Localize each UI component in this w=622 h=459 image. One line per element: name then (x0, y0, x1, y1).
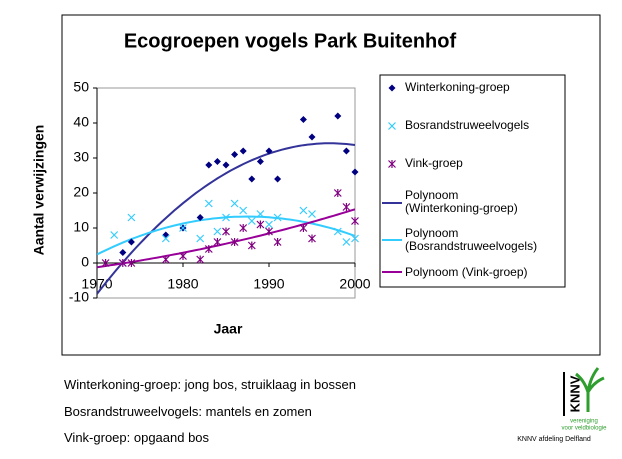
point (222, 213, 230, 222)
legend-label: Vink-groep (405, 156, 463, 170)
logo-caption: KNNV afdeling Delfland (517, 436, 591, 443)
logo-tagline: vereniging (570, 419, 598, 425)
x-tick-label: 1970 (81, 276, 112, 292)
point (196, 214, 204, 221)
y-tick-label: 50 (73, 79, 89, 95)
logo-tagline: voor veldbiologie (561, 426, 607, 432)
point (239, 147, 247, 155)
point (342, 238, 351, 246)
point (299, 116, 307, 123)
point (274, 175, 282, 183)
trendline (97, 208, 355, 269)
point (118, 259, 127, 267)
y-tick-label: 40 (73, 114, 89, 130)
point (256, 210, 265, 218)
y-tick-label: 0 (81, 254, 89, 270)
point (265, 227, 273, 236)
point (127, 213, 136, 222)
point (248, 175, 256, 183)
legend-label: Bosrandstruweelvogels (405, 118, 530, 132)
point (213, 238, 222, 246)
point (247, 241, 256, 250)
point (179, 252, 187, 260)
note: Winterkoning-groep: jong bos, struiklaag… (64, 377, 356, 392)
note: Vink-groep: opgaand bos (64, 430, 210, 445)
point (273, 238, 282, 246)
point (231, 151, 239, 158)
point (222, 227, 230, 236)
point (351, 168, 359, 176)
point (239, 224, 248, 232)
point (213, 158, 221, 165)
point (161, 234, 170, 243)
point (239, 206, 248, 215)
y-tick-label: 20 (73, 184, 89, 200)
note: Bosrandstruweelvogels: mantels en zomen (64, 404, 312, 419)
point (308, 234, 316, 243)
point (256, 220, 265, 229)
point (222, 161, 230, 169)
legend-label: Winterkoning-groep (405, 80, 510, 94)
point (342, 147, 350, 155)
point (179, 224, 187, 232)
point (127, 259, 136, 267)
point (204, 245, 213, 253)
point (333, 189, 342, 197)
point (265, 220, 273, 229)
point (230, 238, 239, 246)
point (265, 147, 273, 155)
y-tick-label: 30 (73, 149, 89, 165)
point (196, 255, 205, 264)
x-tick-label: 2000 (339, 276, 370, 292)
legend-marker (388, 122, 396, 130)
point (127, 238, 135, 246)
x-tick-label: 1990 (253, 276, 284, 292)
x-tick-label: 1980 (167, 276, 198, 292)
point (161, 255, 170, 264)
point (204, 199, 213, 208)
point (299, 224, 308, 232)
point (119, 249, 127, 256)
trendline (97, 142, 355, 295)
point (256, 158, 264, 165)
point (110, 231, 119, 239)
point (342, 203, 351, 211)
legend-marker (388, 84, 396, 92)
point (351, 217, 359, 225)
point (230, 199, 239, 208)
point (247, 217, 256, 225)
plot-area (96, 87, 356, 299)
point (273, 213, 282, 222)
chart-title: Ecogroepen vogels Park Buitenhof (124, 30, 457, 52)
point (213, 227, 222, 236)
y-tick-label: -10 (69, 289, 89, 305)
legend-label: Polynoom (Winterkoning-groep) (405, 188, 518, 215)
point (351, 234, 359, 243)
point (334, 112, 342, 120)
point (299, 206, 308, 215)
point (308, 133, 316, 141)
legend-label: Polynoom (Bosrandstruweelvogels) (405, 226, 538, 253)
point (205, 161, 213, 169)
legend-marker (388, 160, 396, 168)
point (101, 259, 110, 267)
x-axis-title: Jaar (214, 321, 243, 337)
legend-label: Polynoom (Vink-groep) (405, 265, 528, 279)
point (333, 227, 342, 236)
y-tick-label: 10 (73, 219, 89, 235)
point (308, 210, 316, 218)
point (196, 234, 205, 243)
logo: KNNV vereniging voor veldbiologie KNNV a… (517, 367, 607, 443)
y-axis-title: Aantal verwijzingen (31, 125, 47, 256)
logo-name: KNNV (567, 375, 582, 412)
legend (379, 74, 566, 288)
